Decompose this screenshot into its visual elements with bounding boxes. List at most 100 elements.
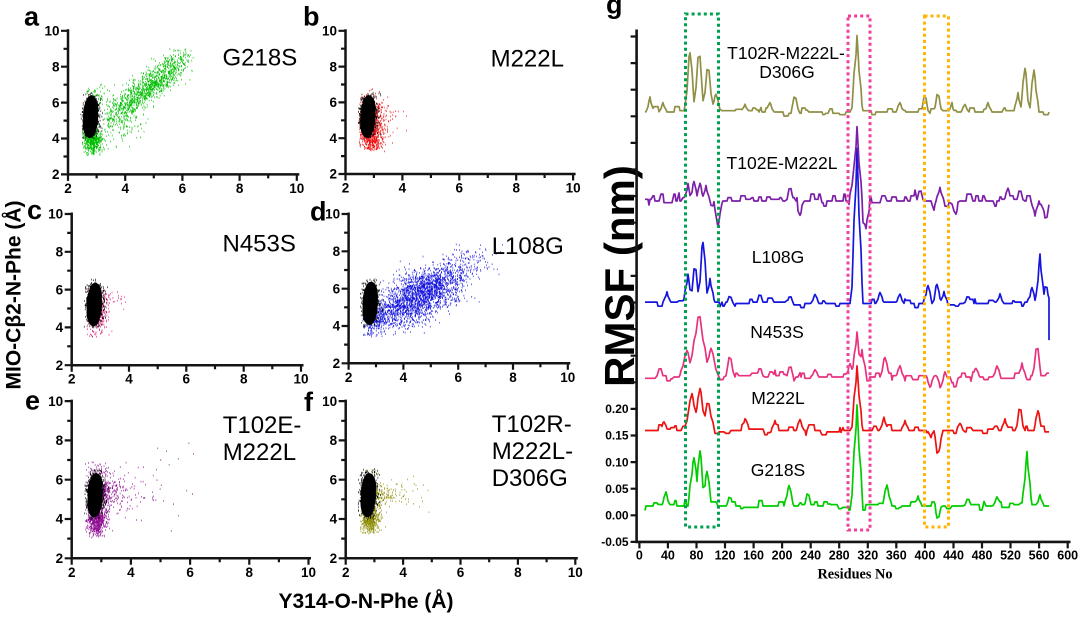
- svg-text:10: 10: [566, 181, 581, 196]
- svg-text:4: 4: [329, 131, 337, 146]
- svg-text:4: 4: [333, 319, 341, 334]
- svg-text:6: 6: [56, 282, 64, 297]
- svg-text:a: a: [24, 2, 40, 32]
- svg-text:0: 0: [636, 549, 643, 563]
- svg-text:8: 8: [330, 433, 338, 448]
- svg-text:b: b: [303, 2, 320, 32]
- svg-text:560: 560: [1029, 549, 1050, 563]
- svg-text:c: c: [27, 195, 42, 225]
- svg-text:L108G: L108G: [752, 247, 805, 267]
- svg-text:4: 4: [52, 131, 60, 146]
- svg-text:0.05: 0.05: [605, 482, 629, 496]
- svg-text:G218S: G218S: [223, 45, 298, 72]
- svg-text:400: 400: [914, 549, 935, 563]
- svg-text:2: 2: [52, 167, 60, 182]
- svg-text:240: 240: [800, 549, 821, 563]
- svg-text:6: 6: [179, 181, 187, 196]
- svg-text:360: 360: [886, 549, 907, 563]
- svg-text:6: 6: [457, 565, 465, 580]
- svg-text:8: 8: [236, 181, 244, 196]
- svg-text:Residues No: Residues No: [817, 567, 892, 583]
- svg-text:10: 10: [44, 24, 59, 39]
- svg-text:10: 10: [325, 207, 340, 222]
- svg-text:600: 600: [1057, 549, 1078, 563]
- svg-text:-0.05: -0.05: [601, 535, 629, 549]
- svg-text:6: 6: [330, 472, 338, 487]
- svg-text:2: 2: [345, 370, 353, 385]
- svg-text:M222L: M222L: [751, 388, 805, 408]
- svg-text:2: 2: [333, 356, 341, 371]
- svg-text:2: 2: [56, 358, 64, 373]
- svg-text:2: 2: [68, 372, 76, 387]
- svg-text:g: g: [606, 0, 623, 20]
- svg-text:6: 6: [56, 472, 64, 487]
- svg-text:120: 120: [715, 549, 736, 563]
- svg-text:280: 280: [829, 549, 850, 563]
- svg-text:T102R-: T102R-: [492, 411, 572, 438]
- svg-text:G218S: G218S: [751, 460, 805, 480]
- svg-text:320: 320: [857, 549, 878, 563]
- svg-text:440: 440: [943, 549, 964, 563]
- svg-text:T102E-: T102E-: [223, 412, 302, 439]
- svg-text:6: 6: [456, 181, 464, 196]
- svg-text:8: 8: [56, 433, 64, 448]
- svg-text:D306G: D306G: [492, 465, 568, 492]
- svg-text:10: 10: [301, 565, 316, 580]
- svg-text:M222L: M222L: [223, 439, 296, 466]
- svg-text:8: 8: [514, 565, 522, 580]
- svg-text:D306G: D306G: [759, 62, 814, 82]
- svg-text:10: 10: [560, 370, 575, 385]
- svg-text:8: 8: [52, 59, 60, 74]
- svg-text:4: 4: [125, 372, 133, 387]
- svg-text:8: 8: [240, 372, 248, 387]
- svg-text:Y314-O-N-Phe (Å): Y314-O-N-Phe (Å): [278, 589, 453, 613]
- svg-text:4: 4: [127, 565, 135, 580]
- svg-text:160: 160: [743, 549, 764, 563]
- svg-text:0.15: 0.15: [605, 429, 629, 443]
- svg-text:T102R-M222L-: T102R-M222L-: [727, 43, 845, 63]
- svg-text:2: 2: [342, 181, 350, 196]
- svg-text:80: 80: [690, 549, 704, 563]
- svg-text:6: 6: [183, 372, 191, 387]
- svg-text:2: 2: [68, 565, 76, 580]
- svg-text:10: 10: [322, 24, 337, 39]
- svg-text:10: 10: [48, 394, 63, 409]
- svg-text:10: 10: [322, 394, 337, 409]
- svg-text:8: 8: [329, 59, 337, 74]
- svg-text:480: 480: [972, 549, 993, 563]
- svg-text:6: 6: [52, 95, 60, 110]
- svg-text:0.20: 0.20: [605, 402, 629, 416]
- svg-text:10: 10: [568, 565, 583, 580]
- svg-text:M222L-: M222L-: [492, 438, 573, 465]
- svg-text:2: 2: [64, 181, 72, 196]
- svg-text:4: 4: [56, 512, 64, 527]
- svg-text:10: 10: [289, 181, 304, 196]
- svg-text:10: 10: [293, 372, 308, 387]
- svg-text:8: 8: [509, 370, 517, 385]
- svg-text:200: 200: [772, 549, 793, 563]
- svg-text:4: 4: [399, 181, 407, 196]
- svg-text:40: 40: [661, 549, 675, 563]
- svg-text:T102E-M222L: T102E-M222L: [727, 153, 838, 173]
- svg-text:M222L: M222L: [491, 46, 564, 73]
- svg-text:4: 4: [56, 320, 64, 335]
- svg-text:8: 8: [512, 181, 520, 196]
- svg-text:4: 4: [121, 181, 129, 196]
- svg-text:4: 4: [400, 370, 408, 385]
- svg-text:4: 4: [399, 565, 407, 580]
- svg-text:2: 2: [329, 167, 337, 182]
- svg-text:6: 6: [329, 95, 337, 110]
- svg-text:2: 2: [56, 551, 64, 566]
- svg-text:8: 8: [246, 565, 254, 580]
- svg-text:4: 4: [330, 512, 338, 527]
- svg-text:MIO-Cβ2-N-Phe (Å): MIO-Cβ2-N-Phe (Å): [2, 201, 26, 390]
- svg-text:8: 8: [56, 245, 64, 260]
- svg-text:2: 2: [330, 551, 338, 566]
- svg-text:e: e: [25, 386, 40, 416]
- svg-text:d: d: [310, 197, 327, 227]
- svg-text:6: 6: [186, 565, 194, 580]
- svg-text:0.10: 0.10: [605, 455, 629, 469]
- svg-text:6: 6: [454, 370, 462, 385]
- svg-text:0.00: 0.00: [605, 509, 629, 523]
- svg-text:L108G: L108G: [492, 233, 564, 260]
